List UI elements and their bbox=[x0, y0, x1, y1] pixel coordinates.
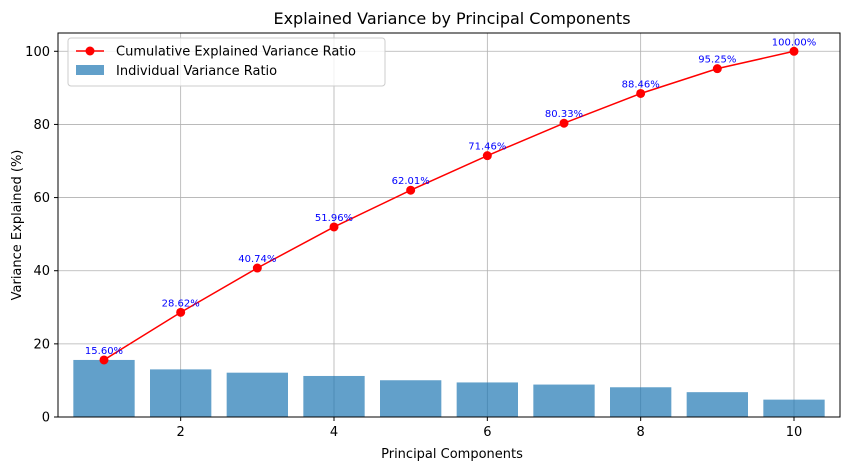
cumulative-point bbox=[482, 151, 492, 161]
grid bbox=[58, 33, 840, 418]
data-label: 15.60% bbox=[85, 346, 123, 357]
y-tick-label: 60 bbox=[33, 191, 50, 206]
bars bbox=[73, 359, 825, 417]
bar bbox=[610, 387, 672, 417]
x-tick-label: 2 bbox=[177, 425, 185, 440]
legend-label-individual: Individual Variance Ratio bbox=[116, 64, 277, 79]
cumulative-point bbox=[99, 355, 109, 365]
chart-title: Explained Variance by Principal Componen… bbox=[273, 9, 630, 28]
legend-box bbox=[67, 37, 386, 87]
x-tick-label: 8 bbox=[637, 425, 645, 440]
bar bbox=[763, 399, 825, 417]
y-tick-label: 0 bbox=[42, 411, 50, 426]
bar bbox=[686, 392, 748, 417]
legend-label-cumulative: Cumulative Explained Variance Ratio bbox=[116, 45, 356, 60]
data-labels: 15.60% 28.62% 40.74% 51.96% 62.01% 71.46% 80.3… bbox=[85, 37, 816, 357]
bar bbox=[73, 359, 135, 417]
bar bbox=[533, 384, 595, 417]
cumulative-point bbox=[329, 222, 339, 232]
data-label: 100.00% bbox=[772, 37, 817, 48]
data-label: 28.62% bbox=[162, 298, 200, 309]
y-axis-label: Variance Explained (%) bbox=[10, 150, 25, 301]
y-tick-label: 20 bbox=[33, 337, 50, 352]
legend-bar-swatch bbox=[76, 65, 104, 75]
x-tick-label: 10 bbox=[786, 425, 803, 440]
data-label: 51.96% bbox=[315, 213, 353, 224]
y-tick-label: 100 bbox=[25, 45, 50, 60]
data-label: 62.01% bbox=[392, 176, 430, 187]
cumulative-line-group bbox=[99, 46, 799, 365]
data-label: 40.74% bbox=[238, 254, 276, 265]
data-label: 80.33% bbox=[545, 109, 583, 120]
x-tick-label: 6 bbox=[483, 425, 491, 440]
bar bbox=[380, 380, 442, 417]
x-tick-label: 4 bbox=[330, 425, 338, 440]
y-axis-ticks: 0 20 40 60 80 100 bbox=[25, 45, 58, 426]
data-label: 95.25% bbox=[698, 55, 736, 66]
cumulative-point bbox=[636, 88, 646, 98]
cumulative-point bbox=[789, 46, 799, 56]
cumulative-point bbox=[559, 118, 569, 128]
data-label: 88.46% bbox=[622, 79, 660, 90]
plot-frame bbox=[57, 32, 841, 418]
bar bbox=[226, 372, 288, 417]
bar bbox=[303, 375, 365, 417]
x-axis-label: Principal Components bbox=[381, 447, 523, 462]
cumulative-point bbox=[176, 307, 186, 317]
y-tick-label: 40 bbox=[33, 264, 50, 279]
cumulative-line bbox=[103, 50, 795, 361]
cumulative-point bbox=[252, 263, 262, 273]
y-tick-label: 80 bbox=[33, 118, 50, 133]
legend-marker-swatch bbox=[85, 46, 95, 56]
cumulative-point bbox=[406, 185, 416, 195]
legend: Cumulative Explained Variance Ratio Indiv… bbox=[67, 37, 386, 87]
x-axis-ticks: 2 4 6 8 10 bbox=[177, 417, 803, 440]
bar bbox=[456, 382, 518, 417]
cumulative-point bbox=[712, 64, 722, 74]
bar bbox=[150, 369, 212, 417]
data-label: 71.46% bbox=[468, 142, 506, 153]
